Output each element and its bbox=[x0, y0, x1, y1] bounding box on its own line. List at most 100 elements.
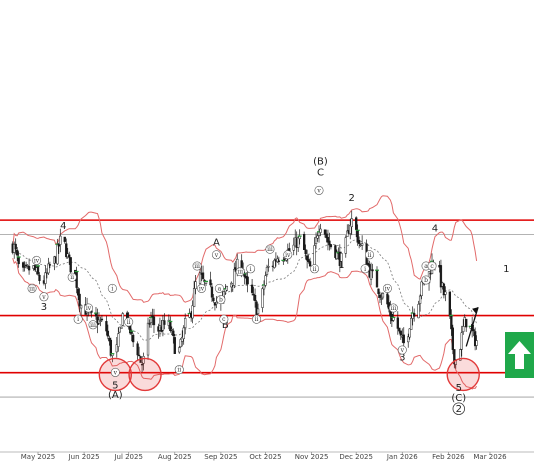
x-tick-label: Aug 2025 bbox=[158, 453, 192, 461]
highlight-circle bbox=[446, 357, 480, 392]
candle-body bbox=[319, 228, 322, 233]
candle-body bbox=[59, 235, 62, 245]
candle-body bbox=[201, 272, 205, 279]
x-tick-label: Oct 2025 bbox=[249, 453, 281, 461]
wave-label-roman: ii bbox=[70, 274, 74, 281]
wave-label-roman: ii bbox=[313, 266, 317, 273]
wave-label: (C) bbox=[451, 393, 466, 404]
wave-label: 4 bbox=[432, 224, 438, 235]
candle-body bbox=[118, 326, 121, 333]
candle-body bbox=[369, 270, 373, 280]
candle-body bbox=[79, 305, 83, 309]
x-tick-label: Jun 2025 bbox=[68, 453, 100, 461]
wave-label: (A) bbox=[108, 390, 123, 401]
wave-label-roman: i bbox=[250, 266, 252, 273]
candle-body bbox=[450, 315, 453, 330]
candle-body bbox=[105, 321, 108, 332]
wave-label: 1 bbox=[503, 264, 509, 275]
candle-body bbox=[264, 275, 267, 286]
diagonal-arrow-icon bbox=[472, 307, 479, 314]
candle-body bbox=[398, 327, 401, 332]
x-tick-label: May 2025 bbox=[21, 453, 56, 461]
wave-marker-circle bbox=[27, 283, 37, 293]
x-tick-label: Sep 2025 bbox=[204, 453, 237, 461]
candle-body bbox=[137, 354, 141, 357]
candle-body bbox=[212, 297, 215, 302]
wave-label-roman: ii bbox=[177, 367, 181, 374]
candle-body bbox=[378, 294, 382, 298]
wave-marker-circle bbox=[427, 261, 437, 271]
candle-body bbox=[305, 255, 309, 261]
wave-label-roman: v bbox=[214, 252, 219, 259]
candle-body bbox=[346, 230, 349, 237]
candle-body bbox=[265, 266, 269, 275]
wave-label-roman: v bbox=[400, 347, 405, 354]
x-tick-label: Dec 2025 bbox=[339, 453, 373, 461]
candle-body bbox=[44, 272, 47, 284]
candle-body bbox=[26, 265, 29, 267]
candle-body bbox=[117, 333, 120, 347]
x-tick-label: Jan 2026 bbox=[386, 453, 418, 461]
candle-body bbox=[399, 330, 402, 336]
wave-marker-circle bbox=[360, 264, 370, 274]
wave-label: 3 bbox=[399, 352, 405, 363]
wave-label-roman: i bbox=[364, 266, 366, 273]
wave-marker-circle bbox=[314, 185, 324, 195]
wave-label: 2 bbox=[349, 193, 355, 204]
candle-body bbox=[108, 337, 111, 342]
bollinger-lower-band bbox=[12, 258, 478, 390]
wave-label-roman: iv bbox=[199, 285, 205, 292]
candle-body bbox=[371, 269, 374, 272]
wave-label-roman: a bbox=[424, 263, 428, 270]
candle-body bbox=[340, 252, 343, 268]
wave-marker-circle bbox=[88, 320, 98, 330]
candle-body bbox=[191, 305, 194, 319]
candle-body bbox=[115, 344, 118, 353]
candle-body bbox=[99, 320, 102, 322]
candle-body bbox=[21, 262, 25, 268]
wave-label-roman: iii bbox=[237, 269, 243, 276]
candle-body bbox=[413, 313, 416, 317]
x-tick-label: Nov 2025 bbox=[295, 453, 329, 461]
wave-label-roman: iii bbox=[267, 246, 273, 253]
candle-body bbox=[453, 349, 456, 365]
wave-label-roman: c bbox=[222, 316, 226, 323]
wave-marker-circle bbox=[365, 250, 375, 260]
candle-body bbox=[408, 328, 411, 338]
candle-body bbox=[148, 323, 151, 325]
candle-body bbox=[444, 291, 447, 295]
wave-marker-circle bbox=[235, 267, 245, 277]
candle-body bbox=[335, 251, 339, 260]
candle-body bbox=[420, 281, 423, 297]
arrow-up-icon bbox=[508, 341, 531, 369]
wave-label: A bbox=[213, 238, 220, 249]
wave-marker-circle bbox=[265, 244, 275, 254]
wave-label-roman: iii bbox=[29, 285, 35, 292]
wave-marker-circle bbox=[283, 250, 293, 260]
wave-marker-circle bbox=[192, 261, 202, 271]
candle-body bbox=[149, 317, 153, 323]
candle-body bbox=[179, 339, 182, 348]
wave-marker-circle bbox=[452, 402, 465, 415]
wave-label-roman: a bbox=[218, 285, 222, 292]
wave-label-roman: iii bbox=[194, 263, 200, 270]
candle-body bbox=[273, 259, 276, 268]
candle-body bbox=[380, 298, 383, 300]
candle-body bbox=[439, 265, 443, 288]
wave-marker-circle bbox=[174, 365, 184, 375]
candle-body bbox=[302, 233, 306, 250]
candle-body bbox=[366, 262, 370, 266]
bollinger-upper-band bbox=[12, 195, 478, 303]
x-tick-label: Mar 2026 bbox=[473, 453, 507, 461]
candle-body bbox=[233, 268, 236, 286]
candle-body bbox=[27, 266, 31, 271]
candle-body bbox=[355, 217, 358, 230]
wave-marker-circle bbox=[73, 314, 83, 324]
candle-body bbox=[14, 243, 17, 250]
candle-body bbox=[277, 260, 281, 262]
candle-body bbox=[314, 236, 318, 244]
candle-body bbox=[360, 243, 364, 246]
candle-body bbox=[215, 301, 218, 305]
candle-body bbox=[78, 293, 81, 307]
candle-body bbox=[172, 330, 175, 337]
